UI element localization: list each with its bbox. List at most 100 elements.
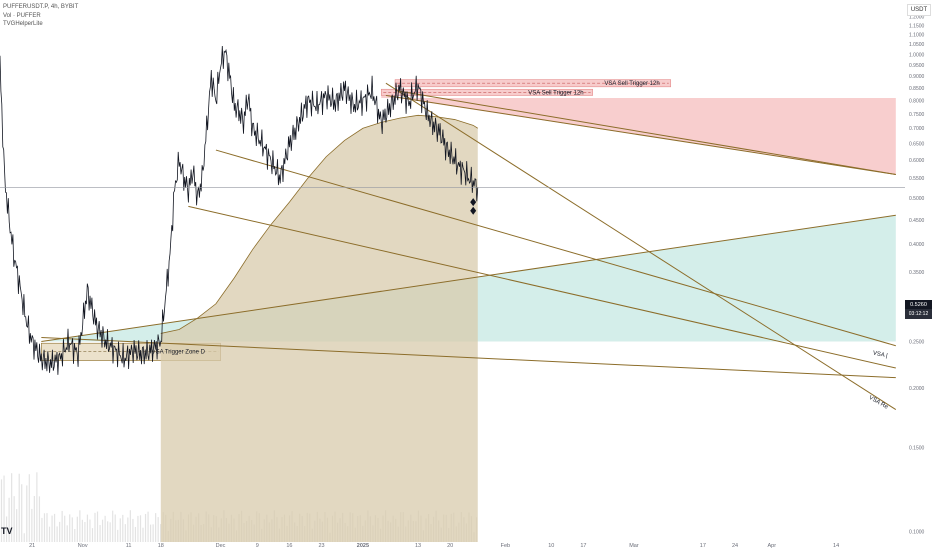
volume-bar [66,525,68,542]
volume-bar [160,524,162,542]
volume-bar [21,484,23,542]
volume-bar [81,519,83,542]
volume-bar [86,514,89,542]
currency-button[interactable]: USDT [907,4,931,16]
symbol-line[interactable]: PUFFERUSDT.P, 4h, BYBIT [3,4,79,10]
volume-bar [109,522,111,542]
volume-bar [84,522,86,542]
trend-line [385,94,896,175]
y-tick-label: 1.0000 [909,52,925,58]
volume-bar [89,519,91,542]
time-axis: 21 Nov 11 18 Dec 9 16 23 2025 13 20 Feb 10 17 Mar 17 24 A… [0,542,932,550]
volume-bar [59,521,61,542]
trend-line [41,214,896,343]
volume-bar [61,510,63,542]
volume-bar [117,529,119,542]
y-tick-label: 1.1000 [909,33,925,39]
signal-diamond [470,198,477,207]
trend-line [41,336,896,379]
x-tick-label: 14 [833,543,839,549]
x-tick-label: 17 [700,543,706,549]
volume-bar [147,511,149,542]
volume-bar [23,533,25,542]
y-tick-label: 0.4000 [909,242,925,248]
x-tick-label: 24 [732,543,738,549]
y-tick-label: 0.1000 [909,529,925,535]
y-tick-label: 0.8500 [909,86,925,92]
volume-bar [114,514,116,542]
volume-bar [36,472,38,542]
volume-bar [157,517,159,542]
volume-bar [129,510,131,542]
y-tick-label: 0.7000 [909,126,925,132]
trend-lines [41,82,897,411]
vwap-area [160,115,478,542]
trigger-zone-label: VSA Trigger Zone D [152,350,206,356]
volume-bar [137,515,139,542]
volume-bar [134,526,137,542]
tradingview-logo[interactable]: TV [1,526,13,536]
volume-bar [5,516,8,542]
volume-bar [122,514,124,542]
price-axis: 1.2000 1.1000 1.0000 0.9000 0.8000 0.7000 0.60… [905,0,932,550]
volume-bar [56,526,58,542]
trend-line [385,82,897,411]
vwap-line [160,114,478,334]
y-tick-label: 0.5500 [909,176,925,182]
volume-bar [91,528,94,542]
volume-bar [152,524,154,542]
time-axis-background [0,542,932,550]
x-tick-label: Mar [629,543,639,549]
y-tick-label: 0.6000 [909,158,925,164]
x-tick-label: 2025 [357,543,369,549]
y-tick-label: 0.3500 [909,270,925,276]
y-tick-label: 0.9000 [909,74,925,80]
volume-legend[interactable]: Vol · PUFFER [3,13,41,19]
volume-bar [71,517,73,542]
y-tick-label: 0.2000 [909,386,925,392]
y-tick-label: 0.5000 [909,196,925,202]
indicator-legend[interactable]: TVGHelperLite [3,21,43,27]
volume-bar [0,479,3,542]
trend-line [394,89,896,175]
volume-bar [69,514,71,542]
volume-bar [104,515,106,542]
y-tick-label: 1.0500 [909,42,925,48]
x-tick-label: Apr [767,543,776,549]
volume-bar [94,512,96,542]
y-tick-label: 0.4500 [909,218,925,224]
x-tick-label: 20 [447,543,453,549]
x-tick-label: 23 [319,543,325,549]
x-tick-label: Nov [78,543,88,549]
sell-trigger-label: VSA Sell Trigger 12h [604,81,659,87]
price-layer [0,45,905,375]
x-tick-label: 11 [126,543,132,549]
volume-bar [79,510,81,542]
volume-bar [13,496,15,542]
volume-bar [31,508,33,542]
y-tick-label: 1.2000 [909,15,925,21]
x-tick-label: 17 [580,543,586,549]
volume-bar [43,513,46,542]
x-tick-label: 21 [29,543,35,549]
volume-bar [53,513,56,542]
y-tick-label: 0.9500 [909,63,925,69]
countdown-tag: 03:12:12 [905,309,932,319]
volume-bar [96,511,99,542]
x-tick-label: 10 [548,543,554,549]
volume-bar [112,510,114,542]
volume-bar [64,515,66,542]
volume-bar [28,474,30,542]
volume-bar [8,497,10,542]
volume-bar [149,524,152,542]
volume-bar [3,475,5,542]
x-tick-label: Dec [216,543,226,549]
volume-bar [124,524,126,542]
volume-bar [41,517,43,542]
volume-bar [46,513,48,542]
y-tick-label: 0.8000 [909,99,925,105]
volume-bar [38,496,41,542]
y-tick-label: 1.1500 [909,23,925,29]
x-tick-label: Feb [501,543,510,549]
